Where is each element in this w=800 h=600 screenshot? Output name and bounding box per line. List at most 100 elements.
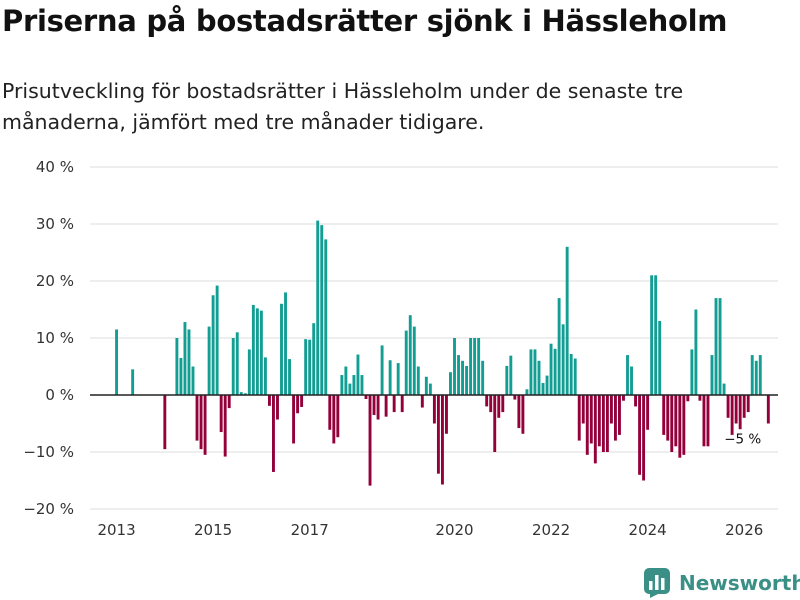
bar bbox=[412, 326, 416, 395]
bar bbox=[666, 395, 670, 441]
bar bbox=[280, 303, 283, 395]
x-tick-label: 2013 bbox=[97, 521, 135, 539]
bar bbox=[553, 348, 557, 395]
bar bbox=[569, 353, 573, 395]
bar bbox=[227, 395, 231, 409]
bar bbox=[276, 395, 279, 420]
bar bbox=[485, 395, 489, 407]
bar bbox=[622, 395, 625, 401]
y-tick-label: −20 % bbox=[23, 500, 74, 518]
bar bbox=[469, 338, 473, 395]
bar bbox=[396, 363, 400, 395]
bar bbox=[131, 369, 135, 395]
bar bbox=[605, 395, 609, 452]
bar bbox=[163, 395, 167, 450]
bar bbox=[674, 395, 678, 447]
bar bbox=[549, 343, 553, 395]
bar bbox=[513, 395, 517, 400]
bar bbox=[324, 239, 328, 395]
bar bbox=[618, 395, 621, 435]
bar bbox=[646, 395, 650, 430]
bar bbox=[453, 338, 456, 395]
bar bbox=[195, 395, 199, 441]
bar bbox=[718, 298, 722, 395]
bar bbox=[115, 329, 119, 395]
bar bbox=[267, 395, 271, 406]
bar bbox=[742, 395, 746, 418]
y-tick-label: 40 % bbox=[36, 158, 74, 176]
bar bbox=[533, 349, 537, 395]
bars bbox=[115, 220, 770, 486]
bar bbox=[215, 285, 219, 395]
bar bbox=[565, 246, 569, 395]
bar bbox=[545, 375, 549, 395]
bar bbox=[481, 360, 485, 395]
bar bbox=[449, 372, 452, 395]
bar bbox=[440, 395, 444, 485]
bar bbox=[420, 395, 424, 408]
bar bbox=[328, 395, 332, 430]
bar bbox=[706, 395, 710, 447]
bar bbox=[577, 395, 581, 441]
bar bbox=[630, 366, 633, 395]
bar bbox=[304, 339, 308, 395]
bar bbox=[408, 315, 412, 395]
bar bbox=[255, 308, 259, 395]
bar bbox=[243, 393, 247, 395]
bar bbox=[501, 395, 505, 413]
bar bbox=[638, 395, 642, 475]
bar bbox=[360, 375, 364, 395]
bar bbox=[356, 354, 360, 395]
bar bbox=[416, 366, 420, 395]
y-tick-label: −10 % bbox=[23, 443, 74, 461]
bar bbox=[207, 326, 211, 395]
bar bbox=[332, 395, 336, 444]
brand-name: Newsworthy bbox=[679, 571, 800, 595]
bar bbox=[678, 395, 682, 458]
axes: 40 % 30 % 20 % 10 % 0 % −10 % −20 % 2013 2015 201… bbox=[23, 158, 778, 539]
bar bbox=[541, 383, 545, 395]
bar bbox=[183, 322, 187, 395]
bar bbox=[521, 395, 525, 434]
bar-chart-logo-icon bbox=[644, 568, 670, 598]
x-tick-label: 2017 bbox=[291, 521, 329, 539]
bar bbox=[730, 395, 734, 435]
bar bbox=[489, 395, 493, 413]
bar bbox=[392, 395, 396, 413]
bar bbox=[400, 395, 404, 413]
x-tick-label: 2026 bbox=[725, 521, 763, 539]
bar bbox=[465, 365, 469, 395]
bar bbox=[746, 395, 750, 413]
bar bbox=[601, 395, 605, 452]
bar bbox=[457, 355, 460, 395]
bar bbox=[593, 395, 597, 464]
bar bbox=[296, 395, 300, 414]
bar bbox=[473, 338, 477, 395]
bar bbox=[658, 320, 662, 395]
y-tick-label: 10 % bbox=[36, 329, 74, 347]
bar bbox=[344, 366, 348, 395]
bar bbox=[259, 310, 263, 395]
bar bbox=[754, 360, 758, 395]
bar bbox=[497, 395, 501, 418]
bar bbox=[529, 349, 533, 395]
bar bbox=[288, 359, 291, 395]
bar bbox=[750, 355, 754, 395]
bar bbox=[561, 324, 565, 395]
bar bbox=[585, 395, 589, 455]
bar bbox=[573, 358, 577, 395]
bar bbox=[372, 395, 376, 415]
bar bbox=[436, 395, 440, 474]
bar bbox=[340, 375, 344, 395]
bar bbox=[404, 330, 408, 395]
brand-logo: Newsworthy bbox=[644, 567, 800, 599]
x-tick-label: 2020 bbox=[435, 521, 473, 539]
bar bbox=[589, 395, 593, 444]
bar bbox=[272, 395, 275, 472]
bar bbox=[609, 395, 613, 424]
bar bbox=[726, 395, 730, 418]
y-tick-label: 20 % bbox=[36, 272, 74, 290]
bar bbox=[461, 360, 464, 395]
bar bbox=[722, 383, 726, 395]
